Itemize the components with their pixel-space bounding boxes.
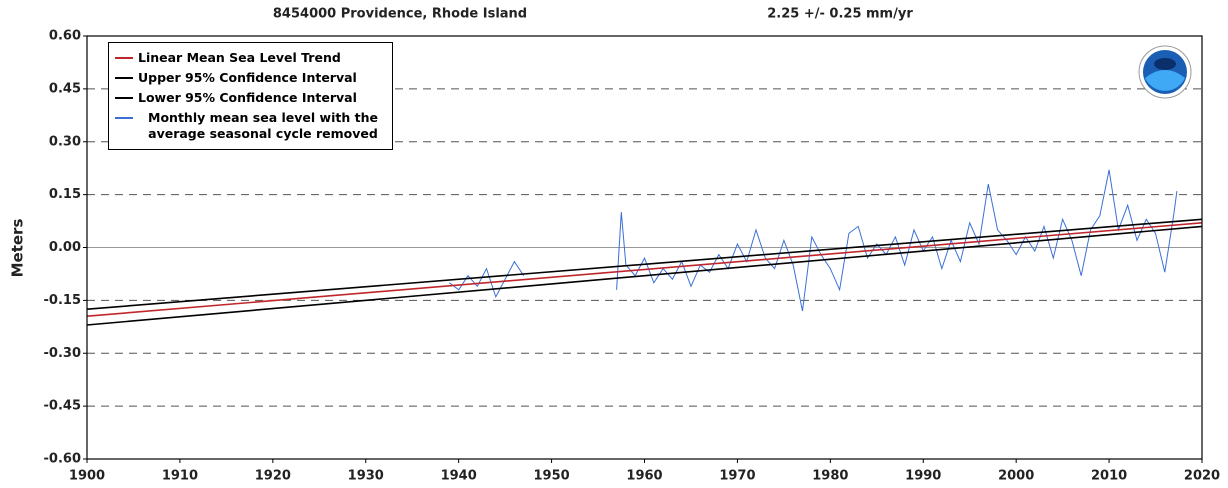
y-tick-label: -0.15 [44,293,81,308]
legend-item: Lower 95% Confidence Interval [113,90,388,106]
series-line [449,169,1178,312]
y-tick-label: -0.45 [44,399,81,414]
legend-swatch [115,97,133,99]
plot-frame [86,35,1203,460]
y-tick-label: 0.45 [49,81,81,96]
x-tick-label: 1970 [719,469,755,484]
legend-item: Linear Mean Sea Level Trend [113,50,388,66]
series-line [86,225,1203,326]
legend: Linear Mean Sea Level Trend Upper 95% Con… [108,42,393,150]
legend-label: Lower 95% Confidence Interval [138,90,357,105]
y-tick-label: 0.00 [49,240,81,255]
chart-subtitle: 2.25 +/- 0.25 mm/yr [767,7,913,22]
x-tick-label: 1960 [626,469,662,484]
x-tick-label: 1910 [162,469,198,484]
series-line [86,222,1203,317]
legend-swatch [115,77,133,79]
x-tick-label: 1900 [69,469,105,484]
x-tick-label: 2020 [1184,469,1220,484]
series-line [86,218,1203,310]
x-tick-label: 1920 [255,469,291,484]
y-tick-label: 0.15 [49,187,81,202]
legend-label: Monthly mean sea level with the average … [148,110,378,141]
legend-item: Monthly mean sea level with the average … [113,110,388,142]
noaa-logo [1138,45,1192,99]
y-tick-label: 0.30 [49,134,81,149]
x-tick-label: 1990 [905,469,941,484]
x-tick-label: 2010 [1091,469,1127,484]
x-tick-label: 1940 [441,469,477,484]
legend-label: Linear Mean Sea Level Trend [138,50,341,65]
x-tick-label: 1930 [348,469,384,484]
chart-title: 8454000 Providence, Rhode Island [273,7,527,22]
x-tick-label: 1980 [812,469,848,484]
y-axis-label: Meters [9,219,27,278]
legend-item: Upper 95% Confidence Interval [113,70,388,86]
y-tick-label: 0.60 [49,29,81,44]
x-tick-label: 2000 [998,469,1034,484]
y-tick-label: -0.60 [44,452,81,467]
legend-swatch [115,117,133,119]
legend-label: Upper 95% Confidence Interval [138,70,357,85]
legend-swatch [115,57,133,59]
x-tick-label: 1950 [533,469,569,484]
y-tick-label: -0.30 [44,346,81,361]
